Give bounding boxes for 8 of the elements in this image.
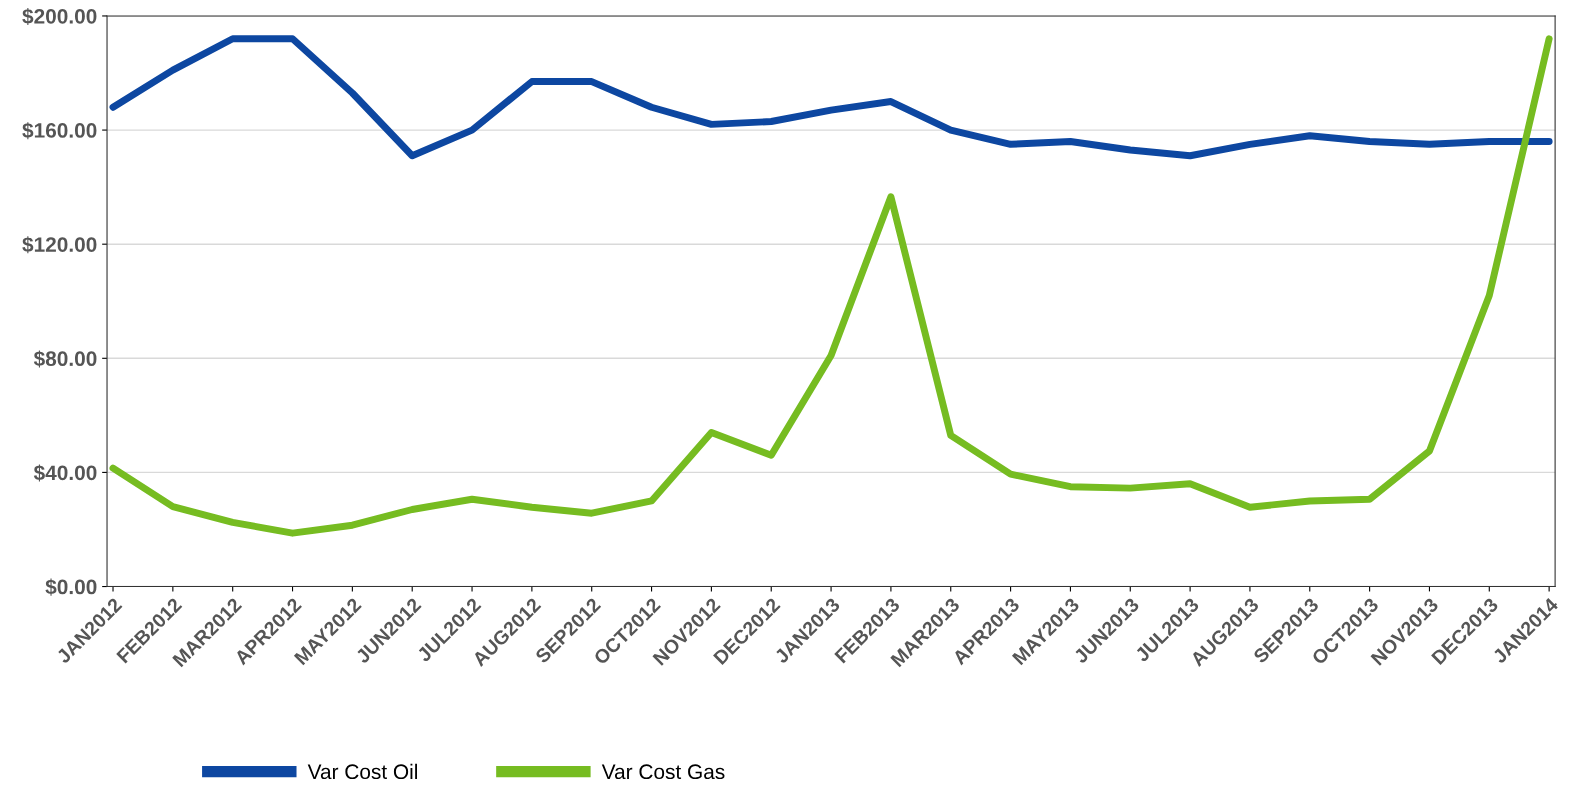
y-tick-label: $40.00 [33,464,97,482]
y-tick-label: $120.00 [22,236,97,254]
y-tick-label: $200.00 [22,8,97,26]
legend-label: Var Cost Oil [307,763,417,780]
y-tick-label: $160.00 [22,122,97,140]
y-tick-label: $80.00 [33,350,97,368]
legend-label: Var Cost Gas [601,764,725,780]
y-tick-label: $0.00 [45,578,97,596]
